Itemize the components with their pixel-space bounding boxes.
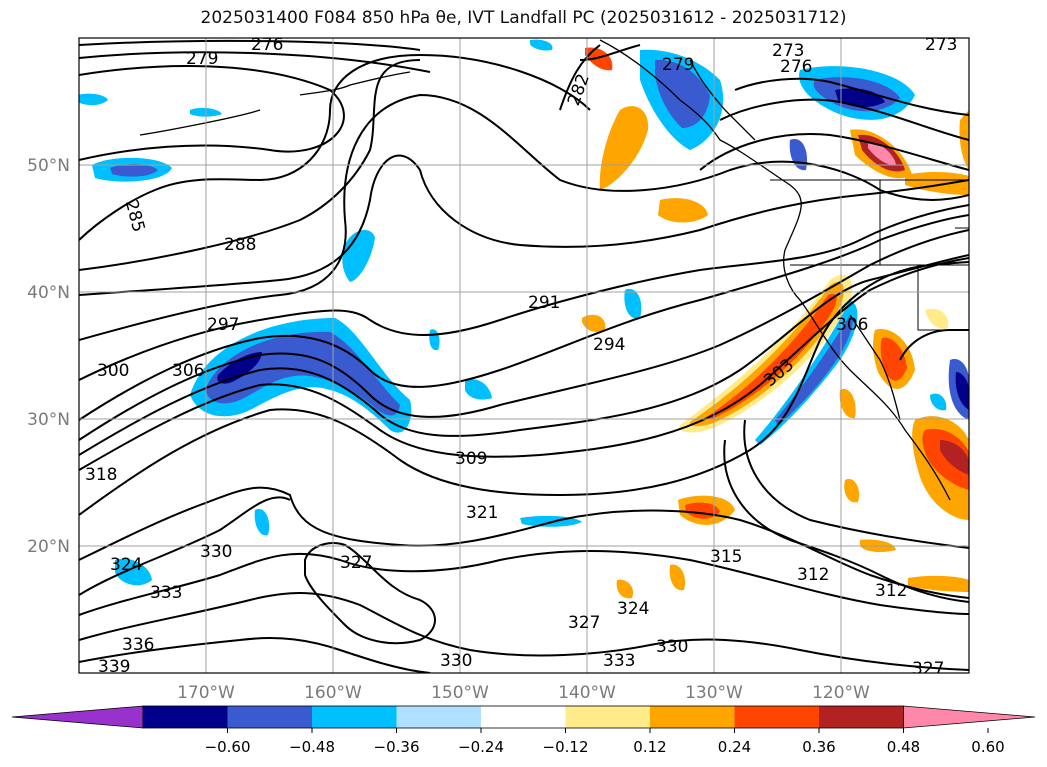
contour-label: 306 [836,315,868,335]
lon-tick-label: 130°W [685,683,743,703]
colorbar-segment [650,706,735,728]
colorbar-segment [565,706,651,728]
contour-label: 279 [662,55,694,75]
contour-label: 324 [110,555,142,575]
colorbar-tick-label: −0.60 [205,738,251,756]
longitude-ticks: 170°W 160°W 150°W 140°W 130°W 120°W [177,683,870,703]
colorbar-frame [142,705,904,729]
coastlines [139,39,951,501]
contour-label: 306 [172,361,204,381]
contour-label: 273 [925,35,957,55]
lon-tick-label: 120°W [812,683,870,703]
colorbar-tick-label: 0.60 [971,738,1004,756]
contour-label: 336 [122,635,154,655]
colorbar-tick-label: 0.36 [802,738,835,756]
contour-label: 321 [466,503,498,523]
lon-tick-label: 150°W [431,683,489,703]
lon-tick-label: 140°W [558,683,616,703]
colorbar-tick-label: −0.36 [374,738,420,756]
colorbar-tick-label: 0.24 [718,738,751,756]
state-borders [770,179,969,331]
contour-label: 276 [780,57,812,77]
contour-label: 294 [593,335,625,355]
colorbar-extend-min [11,705,144,729]
theta-e-contours [79,39,969,673]
colorbar-tick-label: −0.24 [458,738,504,756]
gridlines [79,38,969,673]
latitude-ticks: 50°N 40°N 30°N 20°N [27,156,70,557]
lat-tick-label: 40°N [27,283,70,303]
contour-label: 339 [98,657,130,677]
contour-label: 276 [251,35,283,55]
map-frame [78,37,970,674]
colorbar-tick-label: −0.48 [289,738,335,756]
contour-label: 279 [186,49,218,69]
contour-label: 327 [568,613,600,633]
contour-label: 333 [150,583,182,603]
colorbar-extend-max [903,705,1036,729]
colorbar-segment [396,706,482,728]
lat-tick-label: 50°N [27,156,70,176]
lon-tick-label: 160°W [304,683,362,703]
chart-title: 2025031400 F084 850 hPa θe, IVT Landfall… [200,8,847,28]
contour-label: 330 [200,542,232,562]
colorbar-tick-label: 0.48 [887,738,920,756]
lat-tick-label: 30°N [27,410,70,430]
contour-label: 324 [617,599,649,619]
contour-label: 309 [455,449,487,469]
colorbar-segment [143,706,228,728]
colorbar-segment [227,706,313,728]
contour-label: 315 [710,547,742,567]
contour-label: 330 [440,651,472,671]
colorbar: −0.60 −0.48 −0.36 −0.24 −0.12 0.12 0.24 0.36 0.4… [11,705,1036,756]
colorbar-tick-label: −0.12 [543,738,589,756]
colorbar-segment [734,706,820,728]
contour-label: 327 [340,553,372,573]
ivt-shading [79,39,969,599]
colorbar-segment [312,706,397,728]
lon-tick-label: 170°W [177,683,235,703]
contour-label: 300 [97,361,129,381]
contour-label: 312 [797,565,829,585]
contour-label: 327 [912,659,944,679]
contour-label: 333 [603,651,635,671]
lat-tick-label: 20°N [27,537,70,557]
colorbar-segment [481,706,566,728]
contour-label: 288 [224,235,256,255]
contour-label: 297 [207,315,239,335]
contour-labels: 276 279 282 279 273 276 273 285 288 291 … [85,35,957,679]
contour-label: 318 [85,465,117,485]
colorbar-segment [819,706,904,728]
colorbar-tick-label: 0.12 [633,738,666,756]
contour-label: 291 [528,293,560,313]
contour-label: 312 [875,581,907,601]
contour-label: 330 [656,637,688,657]
contour-label: 273 [772,41,804,61]
